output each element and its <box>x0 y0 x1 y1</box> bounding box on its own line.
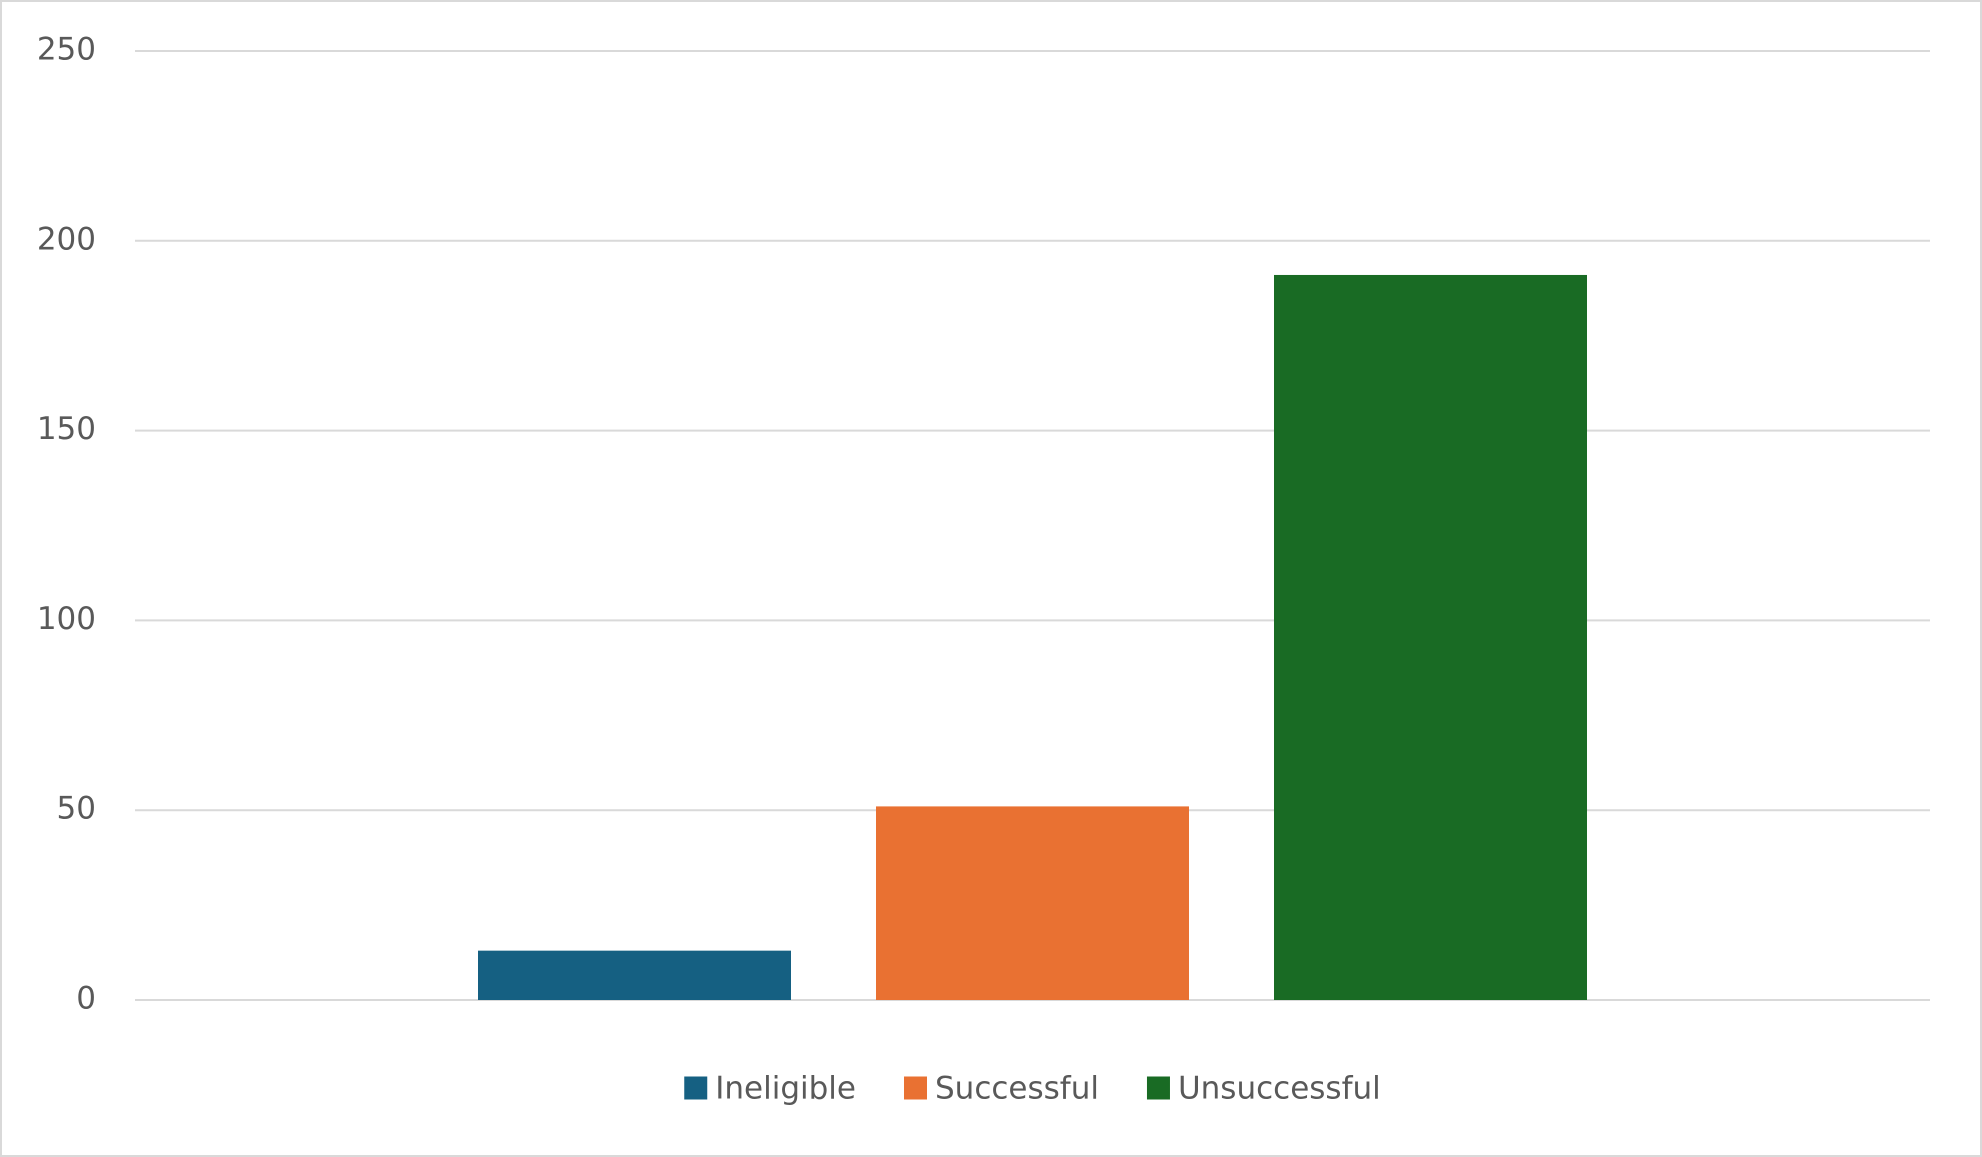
legend-label: Unsuccessful <box>1178 1071 1381 1107</box>
legend-swatch <box>1146 1076 1170 1100</box>
legend-label: Ineligible <box>715 1071 856 1107</box>
y-tick-label: 250 <box>37 32 96 68</box>
bar <box>478 950 791 1000</box>
y-tick-label: 200 <box>37 221 96 257</box>
bar <box>876 806 1189 1000</box>
y-tick-label: 50 <box>57 791 96 827</box>
y-tick-label: 150 <box>37 411 96 447</box>
y-tick-label: 0 <box>76 981 96 1017</box>
legend-swatch <box>684 1076 708 1100</box>
legend-label: Successful <box>935 1071 1099 1107</box>
bar <box>1274 274 1587 1000</box>
y-tick-label: 100 <box>37 601 96 637</box>
legend-swatch <box>904 1076 927 1100</box>
